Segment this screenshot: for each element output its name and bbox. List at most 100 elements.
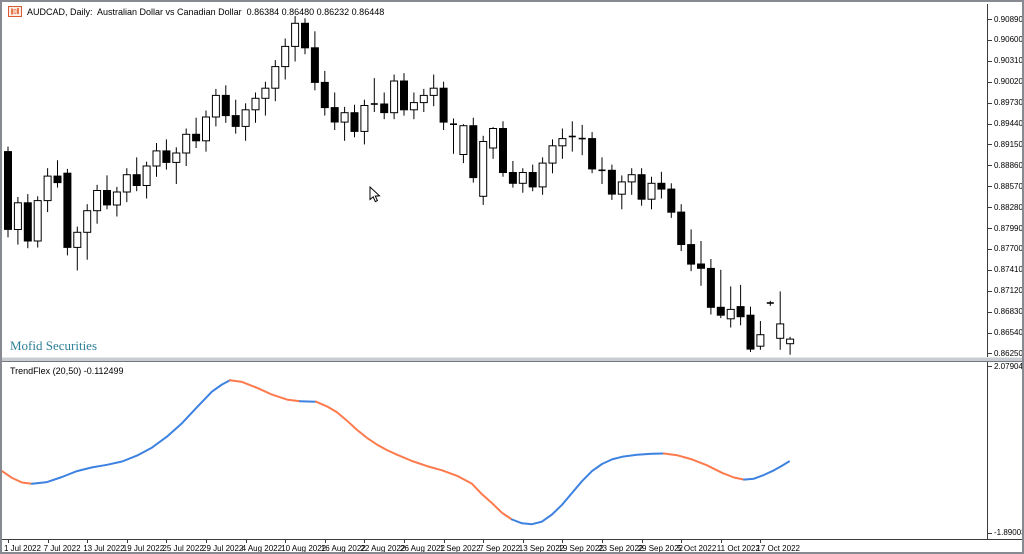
candle [756,321,765,350]
candle [647,176,656,210]
indicator-label: TrendFlex (20,50) -0.112499 [10,366,124,376]
price-axis-label: 0.87410 [994,265,1023,275]
indicator-axis[interactable]: 2.079048 -1.890034 [988,362,1023,539]
candle [33,196,42,248]
indicator-pane[interactable]: TrendFlex (20,50) -0.112499 [2,362,987,539]
price-axis-label: 0.90020 [994,77,1023,87]
candle [568,121,576,152]
price-tick [988,123,992,125]
candle [281,38,290,80]
candle [132,157,141,192]
candle [459,124,468,164]
time-axis-label: 1 Jul 2022 [4,544,41,553]
candle [489,127,498,159]
candlestick-chart[interactable] [2,2,987,357]
time-axis-label: 10 Aug 2022 [281,544,327,553]
trendflex-down-segment [229,379,301,403]
indicator-max-label: 2.079048 [994,362,1023,371]
time-tick [245,540,247,543]
candle [13,197,22,245]
price-tick [988,290,992,292]
candle [192,117,201,148]
candle [122,168,131,203]
candle [370,78,378,112]
price-tick [988,311,992,313]
price-tick [988,332,992,334]
candle [271,60,280,102]
main-chart-pane[interactable]: AUDCAD, Daily: Australian Dollar vs Cana… [2,2,987,357]
candle [588,132,597,174]
candle [786,336,795,355]
time-axis-label: 29 Sep 2022 [637,544,683,553]
price-axis-label: 0.87700 [994,244,1023,254]
candle [241,103,250,141]
candle [182,128,191,166]
candlestick-chart-icon [8,6,22,17]
candle [677,204,686,252]
time-tick [522,540,524,543]
candle [221,85,230,123]
candle [390,74,399,120]
price-tick [988,353,992,355]
time-tick [206,540,207,543]
pane-splitter[interactable] [2,357,1022,362]
candle [350,104,359,138]
price-axis-label: 0.86830 [994,307,1023,317]
candle [261,81,270,116]
price-tick [988,102,992,104]
candle [450,118,457,154]
price-axis[interactable]: 0.90890 0.90600 0.90310 0.90020 0.89730 0.894… [988,2,1023,358]
time-tick [324,540,326,543]
time-tick [562,540,564,543]
time-axis-label: 25 Jul 2022 [162,544,204,553]
time-axis-label: 19 Sep 2022 [558,544,604,553]
time-axis-label: 26 Aug 2022 [400,544,445,553]
time-axis-label: 13 Jul 2022 [83,544,125,553]
candle [23,194,32,249]
candle [736,284,745,326]
price-tick [988,144,992,146]
candle [687,229,696,272]
candle [310,31,319,91]
candle [400,73,408,116]
time-axis-label: 16 Aug 2022 [320,544,366,553]
time-tick [47,540,49,543]
candle [301,18,309,55]
price-tick [988,19,992,20]
time-tick [641,540,643,543]
time-axis-label: 11 Oct 2022 [716,544,760,553]
time-axis[interactable]: 1 Jul 2022 7 Jul 2022 13 Jul 2022 19 Jul 20… [2,539,1022,553]
price-axis-label: 0.86540 [994,328,1023,337]
price-axis-label: 0.90890 [994,14,1023,24]
candle [538,157,547,195]
chart-title-row: AUDCAD, Daily: Australian Dollar vs Cana… [8,6,384,17]
candle [152,143,161,177]
candle [469,117,478,183]
trendflex-up-segment [31,379,231,485]
price-axis-label: 0.89440 [994,119,1023,128]
price-tick [988,81,992,83]
time-tick [483,540,485,543]
candle [479,135,488,205]
time-tick [87,540,89,543]
price-axis-label: 0.89730 [994,98,1023,108]
candle [340,106,349,141]
price-tick [988,186,992,188]
price-tick [988,248,992,250]
candle [598,157,606,184]
price-tick [988,269,992,271]
candle [251,92,260,123]
indicator-min-tick [988,533,992,534]
candle [528,164,537,192]
candle [330,92,339,130]
time-axis-label: 29 Jul 2022 [202,544,244,553]
candle [637,168,646,206]
candle [162,139,171,170]
time-axis-label: 1 Sep 2022 [439,544,481,553]
candle [43,168,52,213]
candle [142,161,151,199]
candle [53,160,62,188]
price-tick [988,165,992,167]
time-tick [126,540,128,543]
indicator-min-label: -1.890034 [994,528,1022,537]
